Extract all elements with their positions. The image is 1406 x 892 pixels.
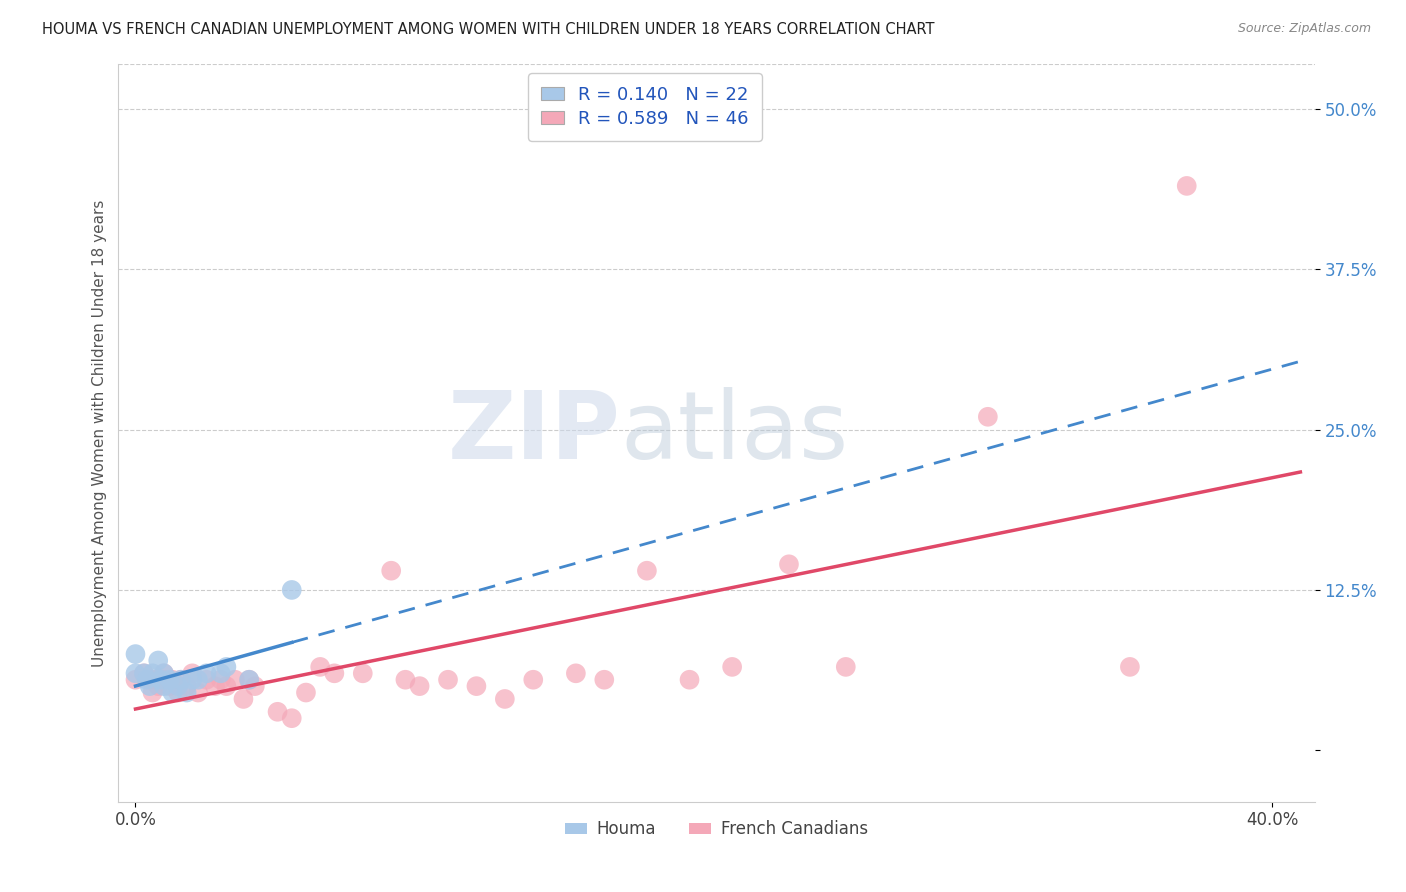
Point <box>170 673 193 687</box>
Point <box>224 673 246 687</box>
Point <box>124 666 146 681</box>
Point <box>266 705 288 719</box>
Point <box>238 673 260 687</box>
Point <box>522 673 544 687</box>
Point <box>162 673 184 687</box>
Point <box>181 673 204 687</box>
Point <box>176 679 198 693</box>
Point <box>159 673 181 687</box>
Point <box>636 564 658 578</box>
Point <box>132 666 155 681</box>
Point <box>187 673 209 687</box>
Point <box>135 673 157 687</box>
Point <box>232 692 254 706</box>
Point <box>148 679 170 693</box>
Point <box>678 673 700 687</box>
Point <box>565 666 588 681</box>
Point <box>195 666 218 681</box>
Point <box>437 673 460 687</box>
Point <box>153 666 176 681</box>
Point <box>195 673 218 687</box>
Point <box>167 685 190 699</box>
Point <box>352 666 374 681</box>
Point <box>465 679 488 693</box>
Point <box>176 685 198 699</box>
Y-axis label: Unemployment Among Women with Children Under 18 years: Unemployment Among Women with Children U… <box>93 199 107 666</box>
Point <box>977 409 1000 424</box>
Point <box>138 679 160 693</box>
Text: HOUMA VS FRENCH CANADIAN UNEMPLOYMENT AMONG WOMEN WITH CHILDREN UNDER 18 YEARS C: HOUMA VS FRENCH CANADIAN UNEMPLOYMENT AM… <box>42 22 935 37</box>
Point <box>162 685 184 699</box>
Point <box>132 666 155 681</box>
Point <box>394 673 416 687</box>
Point <box>309 660 332 674</box>
Point <box>159 679 181 693</box>
Point <box>141 666 163 681</box>
Point <box>408 679 430 693</box>
Point <box>238 673 260 687</box>
Point <box>124 647 146 661</box>
Point <box>1175 178 1198 193</box>
Point <box>187 685 209 699</box>
Point <box>153 679 176 693</box>
Point <box>281 582 304 597</box>
Point <box>141 685 163 699</box>
Point <box>295 685 318 699</box>
Point <box>204 679 226 693</box>
Point <box>170 673 193 687</box>
Point <box>281 711 304 725</box>
Point <box>138 673 160 687</box>
Point <box>215 660 238 674</box>
Point <box>778 558 800 572</box>
Point <box>153 666 176 681</box>
Point <box>593 673 616 687</box>
Point <box>721 660 744 674</box>
Point <box>181 666 204 681</box>
Point <box>124 673 146 687</box>
Point <box>380 564 402 578</box>
Point <box>323 666 346 681</box>
Point <box>153 673 176 687</box>
Legend: Houma, French Canadians: Houma, French Canadians <box>558 814 875 845</box>
Text: Source: ZipAtlas.com: Source: ZipAtlas.com <box>1237 22 1371 36</box>
Point <box>835 660 858 674</box>
Point <box>243 679 266 693</box>
Point <box>209 666 232 681</box>
Point <box>1119 660 1142 674</box>
Text: ZIP: ZIP <box>449 387 621 479</box>
Point <box>209 673 232 687</box>
Point <box>167 679 190 693</box>
Point <box>145 673 167 687</box>
Point <box>215 679 238 693</box>
Point <box>148 653 170 667</box>
Text: atlas: atlas <box>621 387 849 479</box>
Point <box>150 673 173 687</box>
Point <box>494 692 516 706</box>
